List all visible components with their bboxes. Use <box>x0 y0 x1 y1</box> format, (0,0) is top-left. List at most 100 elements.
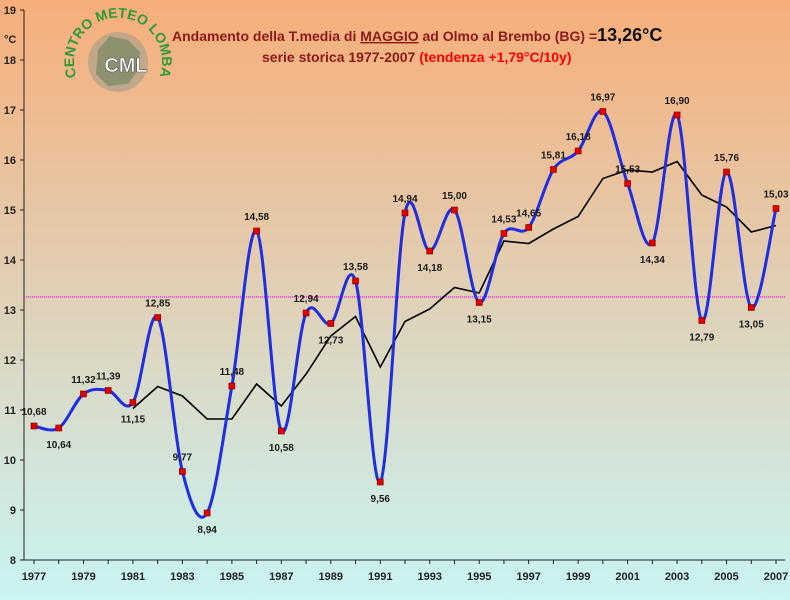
y-tick-label: 9 <box>10 505 16 517</box>
data-point-marker <box>500 230 508 237</box>
logo-abbr: CML <box>104 55 147 77</box>
data-point-marker <box>747 304 755 311</box>
title-mean-value: 13,26°C <box>597 25 662 45</box>
y-tick-label: 11 <box>4 405 16 417</box>
x-tick-label: 1979 <box>71 571 95 583</box>
data-label: 15,53 <box>615 165 640 176</box>
y-tick-label: 18 <box>4 55 16 67</box>
subtitle-trend: (tendenza +1,79°C/10y) <box>419 49 571 65</box>
data-point-marker <box>550 166 557 173</box>
x-tick-label: 1999 <box>566 571 590 583</box>
data-label: 13,58 <box>343 262 368 273</box>
data-label: 10,64 <box>46 440 71 451</box>
x-ticks: 1977 1979 1981 1983 1985 1987 1989 1991 1993 1995… <box>22 560 788 583</box>
data-point-marker <box>352 277 359 285</box>
data-point-marker <box>327 320 335 327</box>
x-tick-label: 2007 <box>764 571 788 583</box>
data-point-marker <box>599 108 607 115</box>
x-tick-label: 2001 <box>615 571 639 583</box>
data-label: 10,58 <box>269 443 294 454</box>
data-point-marker <box>525 224 532 231</box>
y-ticks: 8 9 10 11 12 13 14 15 16 17 18 19 <box>4 5 24 567</box>
data-label: 15,00 <box>442 191 467 202</box>
logo-map-icon <box>96 36 140 86</box>
data-point-marker <box>104 387 112 394</box>
data-point-marker <box>698 317 706 324</box>
y-tick-label: 15 <box>4 205 16 217</box>
y-tick-label: 17 <box>4 105 16 117</box>
data-label: 16,18 <box>566 132 591 143</box>
data-label: 14,34 <box>640 255 665 266</box>
data-point-marker <box>426 247 434 255</box>
data-label: 13,15 <box>467 315 492 326</box>
x-tick-label: 1991 <box>368 571 392 583</box>
data-label: 9,77 <box>173 453 193 464</box>
data-label: 8,94 <box>197 525 217 536</box>
data-label: 14,53 <box>491 215 516 226</box>
data-point-marker <box>574 147 582 155</box>
data-point-marker <box>278 427 285 435</box>
temperature-series-line <box>33 109 778 519</box>
x-tick-label: 1995 <box>467 571 491 583</box>
data-label: 14,65 <box>516 209 541 220</box>
data-point-marker <box>649 239 656 247</box>
data-label: 16,97 <box>590 93 615 104</box>
x-tick-label: 1993 <box>417 571 441 583</box>
data-point-marker <box>401 209 409 217</box>
data-label: 12,73 <box>318 336 343 347</box>
y-tick-label: 10 <box>4 455 16 467</box>
data-point-marker <box>228 382 236 390</box>
data-label: 16,90 <box>665 96 690 107</box>
data-point-marker <box>302 309 310 317</box>
x-tick-label: 1985 <box>220 571 244 583</box>
data-label: 15,76 <box>714 153 739 164</box>
y-tick-label: 16 <box>4 155 16 167</box>
data-point-marker <box>475 299 483 306</box>
x-tick-label: 1989 <box>319 571 343 583</box>
data-point-marker <box>253 227 260 235</box>
moving-average-line <box>132 160 777 420</box>
data-point-marker <box>30 422 38 430</box>
title-month: MAGGIO <box>360 28 418 44</box>
chart-subtitle: serie storica 1977-2007 (tendenza +1,79°… <box>262 49 572 65</box>
chart-title: Andamento della T.media di MAGGIO ad Olm… <box>172 25 662 45</box>
data-label: 11,32 <box>71 375 96 386</box>
data-point-marker <box>723 168 730 176</box>
title-mid: ad Olmo al Brembo (BG) = <box>419 28 598 44</box>
data-point-marker <box>179 468 186 475</box>
y-tick-label: 19 <box>4 5 16 17</box>
data-point-marker <box>129 399 137 406</box>
data-label: 10,68 <box>21 407 46 418</box>
data-markers <box>30 108 780 517</box>
data-point-marker <box>376 478 384 486</box>
data-label: 14,18 <box>417 263 442 274</box>
data-point-marker <box>451 206 458 214</box>
data-label: 12,79 <box>689 333 714 344</box>
data-point-marker <box>624 180 631 187</box>
data-point-marker <box>203 509 211 517</box>
x-tick-label: 2005 <box>714 571 738 583</box>
x-tick-label: 1987 <box>269 571 293 583</box>
data-label: 12,85 <box>145 299 170 310</box>
data-label: 11,15 <box>121 415 146 426</box>
y-tick-label: 8 <box>10 555 16 567</box>
data-label: 14,94 <box>392 194 417 205</box>
data-label: 9,56 <box>371 494 391 505</box>
data-label: 14,58 <box>244 212 269 223</box>
data-label: 15,03 <box>763 190 788 201</box>
x-tick-label: 1983 <box>170 571 194 583</box>
data-point-marker <box>673 111 681 119</box>
data-label: 11,39 <box>96 372 121 383</box>
title-prefix: Andamento della T.media di <box>172 28 360 44</box>
data-point-marker <box>80 390 87 398</box>
data-labels: 10,68 10,64 11,32 11,39 11,15 12,85 9,77 8,94 11… <box>21 93 788 537</box>
y-tick-label: 14 <box>4 255 17 267</box>
x-tick-label: 1981 <box>121 571 145 583</box>
y-tick-label: 12 <box>4 355 16 367</box>
data-point-marker <box>55 424 63 432</box>
x-tick-label: 1977 <box>22 571 46 583</box>
data-label: 15,81 <box>541 151 566 162</box>
